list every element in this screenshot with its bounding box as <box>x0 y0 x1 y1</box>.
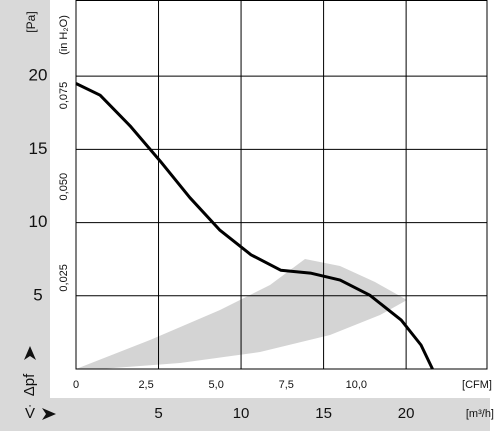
x-arrow <box>42 408 56 420</box>
y2-tick-label: 0,050 <box>58 173 70 201</box>
y-tick-label: 20 <box>29 66 48 85</box>
x2-tick-label: 5,0 <box>209 379 224 391</box>
bottom-band <box>0 398 490 431</box>
y-axis-unit: [Pa] <box>24 11 38 32</box>
x-tick-label: 10 <box>233 405 250 422</box>
y-tick-label: 15 <box>29 139 48 158</box>
y-tick-label: 5 <box>33 285 42 304</box>
y-axis-symbol: Δpf <box>21 373 38 396</box>
y2-tick-label: 0,075 <box>58 82 70 110</box>
y2-tick-label: 0,025 <box>58 264 70 292</box>
x-tick-label: 5 <box>154 405 162 422</box>
x-tick-label: 15 <box>315 405 332 422</box>
x-axis-unit: [m³/h] <box>466 408 494 420</box>
x2-tick-label: 10,0 <box>346 379 367 391</box>
x2-tick-label: 2,5 <box>138 379 153 391</box>
x-axis-symbol: V̇ <box>25 405 35 422</box>
y2-axis-unit: (in H₂O) <box>58 15 70 55</box>
x2-tick-label: 7,5 <box>279 379 294 391</box>
y-arrow <box>24 346 36 360</box>
plot-frame <box>75 0 488 370</box>
y-tick-label: 10 <box>29 212 48 231</box>
x2-tick-label: 0 <box>73 379 79 391</box>
x-tick-label: 20 <box>398 405 415 422</box>
x2-axis-unit: [CFM] <box>462 379 492 391</box>
side-band <box>0 0 50 398</box>
curve <box>75 82 434 370</box>
